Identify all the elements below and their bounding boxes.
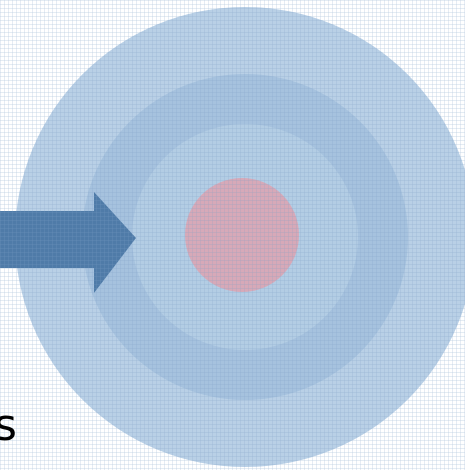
edge-text: s	[0, 400, 17, 451]
